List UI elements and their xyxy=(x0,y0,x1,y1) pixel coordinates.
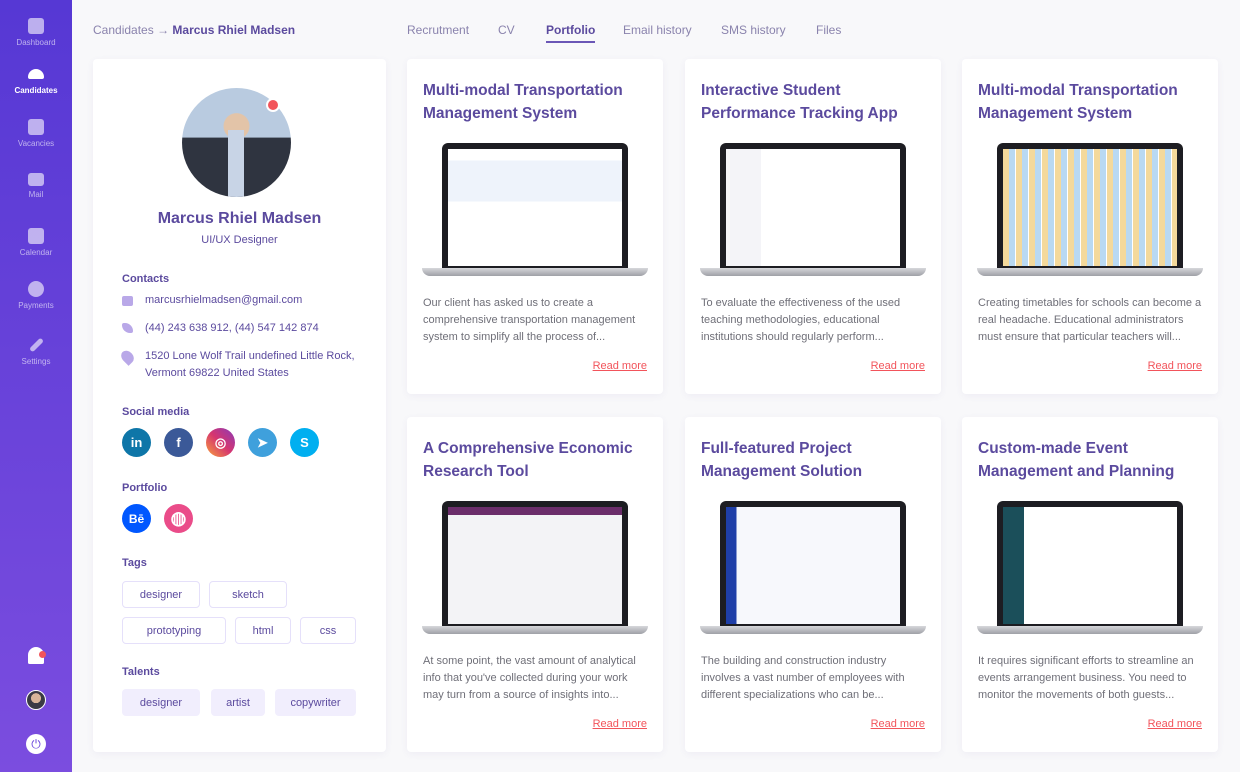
tab-cv[interactable]: CV xyxy=(498,23,515,37)
laptop-preview-image xyxy=(422,143,648,277)
project-title[interactable]: Full-featured Project Management Solutio… xyxy=(701,440,863,480)
tags-heading: Tags xyxy=(122,557,147,569)
tag[interactable]: sketch xyxy=(209,581,287,608)
project-card: Interactive Student Performance Tracking… xyxy=(685,59,941,394)
sidebar-item-settings[interactable]: Settings xyxy=(0,337,72,366)
skype-icon[interactable]: S xyxy=(290,428,319,457)
candidate-name: Marcus Rhiel Madsen xyxy=(157,210,322,227)
project-description: It requires significant efforts to strea… xyxy=(978,655,1194,701)
tab-portfolio[interactable]: Portfolio xyxy=(546,23,596,43)
dribbble-icon[interactable]: ◍ xyxy=(164,504,193,533)
instagram-icon[interactable]: ◎ xyxy=(206,428,235,457)
behance-icon[interactable]: Bē xyxy=(122,504,151,533)
power-icon[interactable]: ⏻ xyxy=(26,734,46,754)
candidate-role: UI/UX Designer xyxy=(201,234,278,246)
dashboard-icon xyxy=(28,18,44,34)
sidebar-item-mail[interactable]: Mail xyxy=(0,173,72,199)
project-title[interactable]: Multi-modal Transportation Management Sy… xyxy=(978,82,1178,122)
location-pin-icon xyxy=(118,348,137,366)
project-card: Custom-made Event Management and Plannin… xyxy=(962,417,1218,752)
laptop-preview-image xyxy=(700,143,926,277)
talent: copywriter xyxy=(275,689,356,716)
tag[interactable]: designer xyxy=(122,581,200,608)
project-title[interactable]: Multi-modal Transportation Management Sy… xyxy=(423,82,623,122)
tag[interactable]: css xyxy=(300,617,356,644)
tab-recrutment[interactable]: Recrutment xyxy=(407,23,470,37)
talents-heading: Talents xyxy=(122,666,160,678)
clipboard-icon xyxy=(28,119,44,135)
telegram-icon[interactable]: ➤ xyxy=(248,428,277,457)
sidebar-item-vacancies[interactable]: Vacancies xyxy=(0,119,72,148)
profile-card: Marcus Rhiel Madsen UI/UX Designer Conta… xyxy=(93,59,386,752)
email-link[interactable]: marcusrhielmadsen@gmail.com xyxy=(145,294,303,306)
read-more-link[interactable]: Read more xyxy=(1147,360,1202,372)
sidebar-item-dashboard[interactable]: Dashboard xyxy=(0,18,72,47)
project-description: To evaluate the effectiveness of the use… xyxy=(701,297,901,343)
contacts-heading: Contacts xyxy=(122,273,170,285)
breadcrumb: Candidates → Marcus Rhiel Madsen xyxy=(93,23,295,37)
social-heading: Social media xyxy=(122,406,190,418)
status-dot xyxy=(266,98,280,112)
project-title[interactable]: Custom-made Event Management and Plannin… xyxy=(978,440,1175,480)
profile-photo xyxy=(182,88,291,197)
phone-icon xyxy=(122,323,133,333)
breadcrumb-parent[interactable]: Candidates xyxy=(93,23,154,37)
address: 1520 Lone Wolf Trail undefined Little Ro… xyxy=(145,350,355,379)
tab-sms-history[interactable]: SMS history xyxy=(721,23,786,37)
project-title[interactable]: A Comprehensive Economic Research Tool xyxy=(423,440,633,480)
sidebar-item-candidates[interactable]: Candidates xyxy=(0,66,72,95)
user-avatar[interactable] xyxy=(26,690,46,710)
project-description: Our client has asked us to create a comp… xyxy=(423,297,636,343)
mail-icon xyxy=(122,296,133,306)
project-card: Multi-modal Transportation Management Sy… xyxy=(407,59,663,394)
people-icon xyxy=(28,69,44,79)
talent: designer xyxy=(122,689,200,716)
breadcrumb-current: Marcus Rhiel Madsen xyxy=(172,23,296,37)
phone-numbers: (44) 243 638 912, (44) 547 142 874 xyxy=(145,322,319,334)
tab-email-history[interactable]: Email history xyxy=(623,23,692,37)
read-more-link[interactable]: Read more xyxy=(870,360,925,372)
project-description: Creating timetables for schools can beco… xyxy=(978,297,1202,343)
project-title[interactable]: Interactive Student Performance Tracking… xyxy=(701,82,898,122)
read-more-link[interactable]: Read more xyxy=(592,718,647,730)
project-card: Full-featured Project Management Solutio… xyxy=(685,417,941,752)
sidebar-item-calendar[interactable]: Calendar xyxy=(0,228,72,257)
laptop-preview-image xyxy=(977,501,1203,635)
tab-files[interactable]: Files xyxy=(816,23,842,37)
project-card: Multi-modal Transportation Management Sy… xyxy=(962,59,1218,394)
project-card: A Comprehensive Economic Research Tool A… xyxy=(407,417,663,752)
wrench-icon xyxy=(28,337,44,353)
dollar-icon xyxy=(28,281,44,297)
arrow-icon: → xyxy=(157,23,170,37)
tag[interactable]: prototyping xyxy=(122,617,226,644)
sidebar-item-payments[interactable]: Payments xyxy=(0,281,72,310)
project-description: At some point, the vast amount of analyt… xyxy=(423,655,636,701)
laptop-preview-image xyxy=(700,501,926,635)
read-more-link[interactable]: Read more xyxy=(592,360,647,372)
sidebar: Dashboard Candidates Vacancies Mail Cale… xyxy=(0,0,72,772)
facebook-icon[interactable]: f xyxy=(164,428,193,457)
calendar-icon xyxy=(28,228,44,244)
portfolio-heading: Portfolio xyxy=(122,482,168,494)
linkedin-icon[interactable]: in xyxy=(122,428,151,457)
mail-icon xyxy=(28,173,44,186)
tag[interactable]: html xyxy=(235,617,291,644)
read-more-link[interactable]: Read more xyxy=(870,718,925,730)
read-more-link[interactable]: Read more xyxy=(1147,718,1202,730)
laptop-preview-image xyxy=(977,143,1203,277)
project-description: The building and construction industry i… xyxy=(701,655,905,701)
laptop-preview-image xyxy=(422,501,648,635)
notification-dot xyxy=(39,651,46,658)
talent: artist xyxy=(211,689,265,716)
